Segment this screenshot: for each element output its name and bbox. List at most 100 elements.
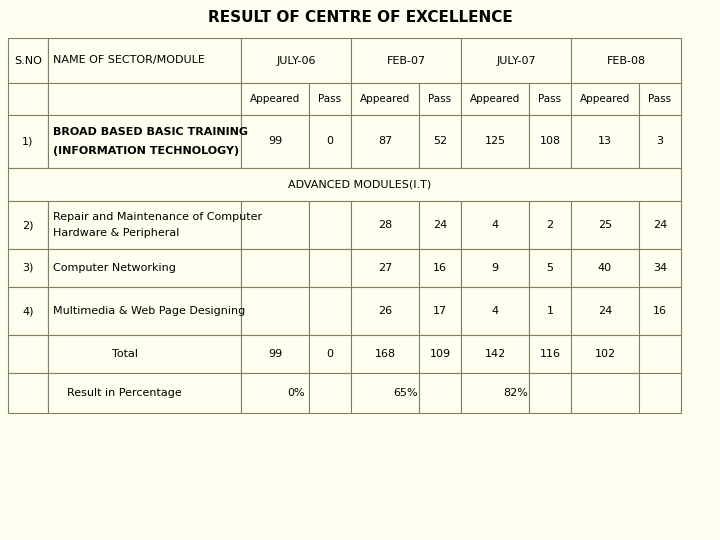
Text: (INFORMATION TECHNOLOGY): (INFORMATION TECHNOLOGY)	[53, 145, 239, 156]
Text: 16: 16	[653, 306, 667, 316]
Text: Hardware & Peripheral: Hardware & Peripheral	[53, 228, 179, 238]
Text: Pass: Pass	[428, 94, 451, 104]
Text: 27: 27	[378, 263, 392, 273]
Bar	[571, 83, 639, 115]
Bar	[309, 201, 351, 249]
Bar	[351, 38, 461, 83]
Bar	[571, 335, 639, 373]
Text: NAME OF SECTOR/MODULE: NAME OF SECTOR/MODULE	[53, 56, 205, 65]
Text: 3): 3)	[22, 263, 34, 273]
Text: 0%: 0%	[287, 388, 305, 398]
Text: 13: 13	[598, 137, 612, 146]
Bar	[8, 115, 48, 168]
Text: 1): 1)	[22, 137, 34, 146]
Bar	[639, 249, 681, 287]
Text: 102: 102	[595, 349, 616, 359]
Bar	[309, 287, 351, 335]
Bar	[48, 115, 241, 168]
Bar	[241, 287, 309, 335]
Bar	[461, 201, 529, 249]
Text: 116: 116	[539, 349, 560, 359]
Text: 2: 2	[546, 220, 554, 230]
Bar	[529, 287, 571, 335]
Bar	[309, 249, 351, 287]
Bar	[419, 249, 461, 287]
Bar	[461, 249, 529, 287]
Bar	[241, 249, 309, 287]
Text: 4: 4	[492, 220, 498, 230]
Bar	[639, 83, 681, 115]
Bar	[461, 373, 529, 413]
Text: FEB-07: FEB-07	[387, 56, 426, 65]
Bar	[461, 335, 529, 373]
Bar	[351, 115, 419, 168]
Bar	[419, 83, 461, 115]
Text: BROAD BASED BASIC TRAINING: BROAD BASED BASIC TRAINING	[53, 127, 248, 138]
Text: Pass: Pass	[539, 94, 562, 104]
Bar	[241, 201, 309, 249]
Bar	[309, 373, 351, 413]
Text: 25: 25	[598, 220, 612, 230]
Text: 40: 40	[598, 263, 612, 273]
Bar	[48, 201, 241, 249]
Text: 99: 99	[268, 137, 282, 146]
Bar	[419, 373, 461, 413]
Bar	[48, 249, 241, 287]
Bar	[8, 38, 48, 83]
Text: Pass: Pass	[318, 94, 341, 104]
Bar	[8, 249, 48, 287]
Text: 125: 125	[485, 137, 505, 146]
Text: 4: 4	[492, 306, 498, 316]
Text: Pass: Pass	[649, 94, 672, 104]
Text: 82%: 82%	[503, 388, 528, 398]
Text: Appeared: Appeared	[360, 94, 410, 104]
Bar	[529, 83, 571, 115]
Bar	[419, 115, 461, 168]
Text: 65%: 65%	[394, 388, 418, 398]
Bar	[309, 335, 351, 373]
Bar	[8, 168, 681, 201]
Bar	[48, 38, 241, 83]
Bar	[48, 373, 241, 413]
Bar	[419, 287, 461, 335]
Text: 26: 26	[378, 306, 392, 316]
Text: 9: 9	[492, 263, 498, 273]
Bar	[241, 115, 309, 168]
Text: 0: 0	[326, 349, 333, 359]
Bar	[529, 335, 571, 373]
Text: JULY-06: JULY-06	[276, 56, 316, 65]
Bar	[241, 38, 351, 83]
Bar	[529, 249, 571, 287]
Bar	[351, 201, 419, 249]
Text: 0: 0	[326, 137, 333, 146]
Text: 2): 2)	[22, 220, 34, 230]
Bar	[351, 83, 419, 115]
Bar	[461, 287, 529, 335]
Text: Repair and Maintenance of Computer: Repair and Maintenance of Computer	[53, 212, 262, 222]
Text: Appeared: Appeared	[250, 94, 300, 104]
Text: Result in Percentage: Result in Percentage	[67, 388, 182, 398]
Bar	[48, 83, 241, 115]
Text: RESULT OF CENTRE OF EXCELLENCE: RESULT OF CENTRE OF EXCELLENCE	[207, 10, 513, 25]
Bar	[529, 201, 571, 249]
Bar	[241, 335, 309, 373]
Bar	[241, 373, 309, 413]
Text: 87: 87	[378, 137, 392, 146]
Text: JULY-07: JULY-07	[496, 56, 536, 65]
Text: 52: 52	[433, 137, 447, 146]
Bar	[571, 115, 639, 168]
Text: 168: 168	[374, 349, 395, 359]
Text: 3: 3	[657, 137, 664, 146]
Bar	[48, 287, 241, 335]
Bar	[571, 249, 639, 287]
Bar	[351, 373, 419, 413]
Text: S.NO: S.NO	[14, 56, 42, 65]
Text: 24: 24	[653, 220, 667, 230]
Bar	[351, 335, 419, 373]
Text: 142: 142	[485, 349, 505, 359]
Bar	[8, 201, 48, 249]
Bar	[8, 335, 48, 373]
Text: 4): 4)	[22, 306, 34, 316]
Bar	[241, 83, 309, 115]
Bar	[461, 83, 529, 115]
